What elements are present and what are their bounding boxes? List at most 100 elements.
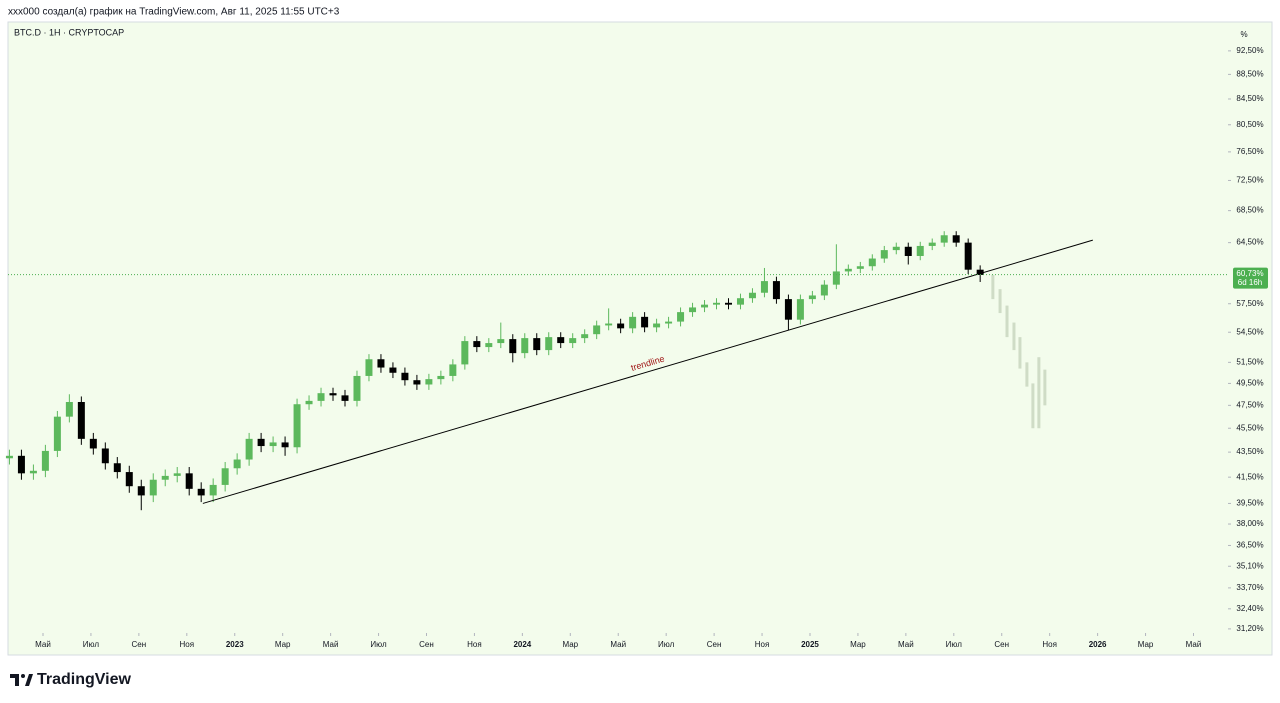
y-tick-label: 57,50%	[1236, 299, 1263, 308]
candle-body	[557, 337, 565, 344]
candle-body	[724, 302, 732, 305]
countdown-label: 6d 16h	[1238, 278, 1262, 287]
y-tick-label: 32,40%	[1236, 604, 1263, 613]
logo-icon	[10, 674, 33, 686]
candle-body	[365, 359, 373, 376]
candle-body	[185, 473, 193, 489]
x-tick-label: 2023	[226, 640, 244, 649]
logo-text: TradingView	[37, 671, 132, 688]
y-tick-label: 43,50%	[1236, 447, 1263, 456]
y-tick-label: 36,50%	[1236, 541, 1263, 550]
last-price-box	[1233, 267, 1268, 289]
candle-body	[17, 455, 25, 474]
candle-body	[41, 450, 49, 471]
candle-body	[125, 472, 133, 487]
candle-body	[521, 338, 529, 354]
header: xxx000 создал(а) график на TradingView.c…	[8, 6, 340, 18]
candle-body	[77, 401, 85, 439]
candle-body	[509, 339, 517, 354]
candle-body	[113, 463, 121, 473]
y-tick-label: 84,50%	[1236, 94, 1263, 103]
x-tick-label: Май	[35, 640, 51, 649]
candle-body	[581, 334, 589, 339]
candle-body	[437, 375, 445, 380]
candle-body	[629, 316, 637, 329]
candle-body	[89, 438, 97, 449]
candle-body	[473, 341, 481, 348]
x-tick-label: Сен	[132, 640, 147, 649]
x-tick-label: Мар	[1138, 640, 1154, 649]
candle-body	[605, 323, 613, 326]
candle-body	[341, 395, 349, 401]
candle-body	[233, 459, 241, 469]
candle-body	[377, 359, 385, 368]
candle-body	[677, 312, 685, 322]
y-tick-label: 92,50%	[1236, 46, 1263, 55]
x-tick-label: Июл	[370, 640, 387, 649]
candle-body	[497, 339, 505, 344]
projection-bar	[1018, 337, 1022, 369]
trendline	[202, 239, 1093, 504]
y-tick-label: 45,50%	[1236, 423, 1263, 432]
x-tick-label: 2024	[513, 640, 531, 649]
y-tick-label: 33,70%	[1236, 583, 1263, 592]
x-tick-label: Май	[610, 640, 626, 649]
candle-body	[449, 364, 457, 376]
candle-body	[209, 484, 217, 496]
projection-bar	[1037, 357, 1041, 429]
y-axis-unit: %	[1240, 30, 1247, 39]
candle-body	[137, 486, 145, 496]
candle-body	[413, 380, 421, 385]
candle-body	[305, 400, 313, 405]
x-tick-label: Ноя	[467, 640, 482, 649]
candle-body	[880, 250, 888, 259]
candle-body	[533, 338, 541, 351]
candle-body	[149, 479, 157, 496]
candle-body	[796, 299, 804, 320]
x-tick-label: Сен	[707, 640, 722, 649]
projection-bar	[1031, 383, 1035, 429]
y-tick-label: 80,50%	[1236, 120, 1263, 129]
candle-body	[701, 304, 709, 308]
candle-body	[485, 343, 493, 348]
candle-body	[940, 235, 948, 243]
y-tick-label: 47,50%	[1236, 400, 1263, 409]
last-price-label: 60,73%	[1236, 269, 1263, 278]
candle-body	[892, 246, 900, 251]
candle-body	[653, 323, 661, 328]
x-tick-label: Ноя	[755, 640, 770, 649]
x-tick-label: Мар	[562, 640, 578, 649]
x-tick-label: Май	[898, 640, 914, 649]
x-tick-label: Май	[1186, 640, 1202, 649]
candle-body	[569, 338, 577, 344]
candle-body	[832, 271, 840, 285]
y-tick-label: 88,50%	[1236, 69, 1263, 78]
candle-body	[964, 242, 972, 270]
projection-bar	[998, 289, 1002, 314]
candle-body	[976, 269, 984, 275]
candle-body	[29, 470, 37, 474]
candle-body	[844, 268, 852, 272]
x-tick-label: Июл	[946, 640, 963, 649]
candle-body	[293, 404, 301, 448]
candle-body	[101, 448, 109, 464]
y-tick-label: 49,50%	[1236, 379, 1263, 388]
candle-body	[53, 416, 61, 451]
candle-body	[389, 367, 397, 373]
candle-body	[197, 488, 205, 496]
candle-body	[808, 295, 816, 300]
candle-body	[689, 307, 697, 313]
x-tick-label: 2026	[1089, 640, 1107, 649]
candle-body	[665, 321, 673, 324]
candle-body	[257, 438, 265, 447]
candle-body	[820, 284, 828, 296]
candle-body	[784, 299, 792, 320]
candle-body	[868, 258, 876, 267]
x-tick-label: Мар	[850, 640, 866, 649]
candle-body	[736, 298, 744, 305]
x-tick-label: Сен	[419, 640, 434, 649]
candle-body	[173, 473, 181, 476]
candle-body	[760, 281, 768, 293]
